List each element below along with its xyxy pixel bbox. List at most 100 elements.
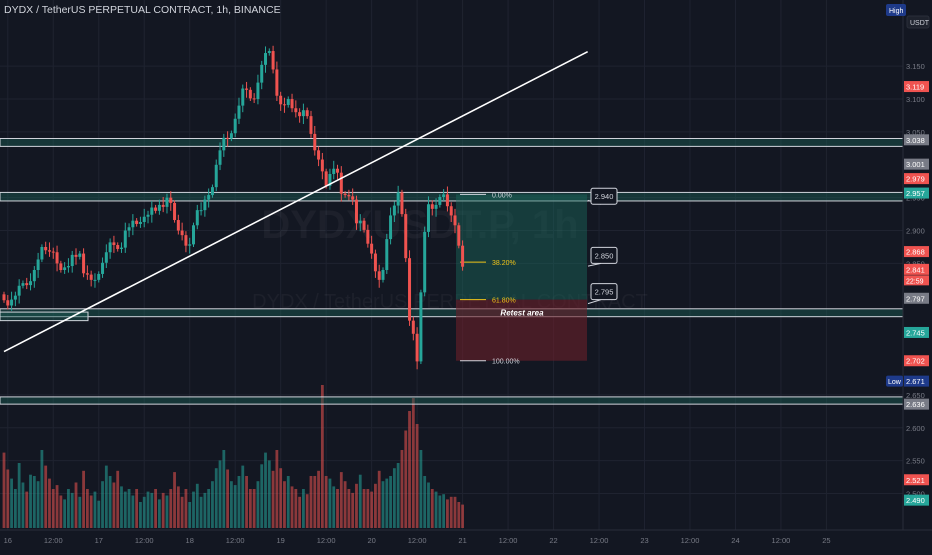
- volume-bar: [271, 470, 275, 528]
- candle-body: [430, 204, 434, 209]
- candle: [320, 152, 324, 180]
- time-tick-label: 21: [458, 536, 466, 545]
- time-axis-bg: [0, 530, 932, 550]
- volume-bar: [427, 482, 430, 528]
- volume-bar: [381, 481, 385, 528]
- volume-bar: [131, 495, 135, 528]
- volume-bar: [112, 482, 116, 528]
- price-label-badge: [904, 187, 929, 199]
- candle: [123, 222, 127, 253]
- candle: [434, 198, 438, 217]
- candle-body: [354, 199, 358, 224]
- candle: [419, 289, 423, 365]
- high-badge-text: High: [889, 8, 904, 15]
- time-tick-label: 12:00: [44, 536, 63, 545]
- candle-body: [210, 187, 214, 196]
- candle: [381, 267, 385, 283]
- volume-bar: [415, 424, 419, 528]
- candle-body: [264, 53, 268, 65]
- price-label-badge: [904, 375, 929, 387]
- volume-bar: [286, 476, 290, 528]
- candle-body: [82, 253, 86, 274]
- candle-body: [93, 279, 97, 281]
- target-callout-box: [590, 187, 618, 205]
- candle-body: [51, 251, 55, 253]
- volume-bar: [400, 450, 404, 528]
- candle-body: [298, 112, 302, 117]
- candle-body: [17, 285, 21, 296]
- volume-bar: [275, 450, 279, 528]
- volume-bar: [396, 463, 400, 528]
- ascending-trendline: [3, 50, 589, 353]
- time-tick-label: 12:00: [317, 536, 336, 545]
- time-tick-label: 23: [640, 536, 648, 545]
- candle-body: [275, 69, 279, 96]
- volume-bar: [302, 489, 305, 528]
- candle: [237, 97, 241, 125]
- volume-bar: [25, 491, 29, 528]
- currency-badge[interactable]: [906, 15, 930, 29]
- candle: [63, 262, 67, 274]
- volume-bar: [59, 495, 63, 528]
- candle: [423, 226, 427, 297]
- volume-bar: [157, 499, 161, 528]
- price-label-badge: [904, 246, 929, 258]
- candle: [256, 74, 260, 105]
- fib-level-label: 38.20%: [492, 260, 516, 267]
- candle-body: [169, 197, 173, 203]
- volume-bar: [419, 450, 423, 528]
- candle-body: [324, 171, 328, 186]
- candle-body: [40, 246, 44, 260]
- volume-bar: [17, 463, 21, 528]
- volume-bar: [377, 470, 381, 528]
- candle-body: [461, 245, 465, 267]
- volume-bar: [120, 486, 123, 528]
- watermark-symbol: DYDXUSDT.P, 1h: [261, 203, 578, 247]
- candle: [135, 218, 139, 227]
- retest-annotation: Retest area: [500, 309, 544, 318]
- callout-pointer: [587, 299, 602, 305]
- candle-body: [453, 215, 457, 226]
- candle: [305, 107, 309, 119]
- volume-bar: [78, 496, 82, 528]
- low-badge: [886, 375, 903, 387]
- volume-bar: [408, 411, 411, 528]
- volume-bar: [203, 492, 207, 528]
- candle-body: [138, 222, 142, 224]
- price-tick-label: 3.150: [906, 62, 925, 71]
- candle-body: [400, 192, 404, 215]
- candle: [354, 195, 358, 230]
- time-tick-label: 12:00: [499, 536, 518, 545]
- volume-bar: [339, 472, 343, 528]
- candle: [108, 238, 112, 259]
- candle-body: [442, 194, 446, 198]
- candle: [301, 103, 305, 125]
- candle: [176, 214, 180, 235]
- candle-body: [445, 194, 449, 207]
- volume-bar: [389, 476, 392, 528]
- candle-body: [328, 174, 332, 186]
- candle-body: [237, 105, 241, 119]
- volume-bar: [237, 476, 241, 528]
- support-resistance-zone: [0, 137, 904, 147]
- candle: [430, 200, 434, 216]
- candle-body: [282, 104, 286, 106]
- candle-body: [214, 164, 218, 188]
- candle: [396, 185, 400, 214]
- candle-body: [396, 192, 400, 206]
- candle-body: [408, 258, 412, 321]
- target-callout-label: 2.850: [595, 251, 614, 260]
- candle: [142, 208, 146, 228]
- candle-body: [320, 159, 324, 172]
- volume-bar: [453, 496, 457, 528]
- volume-bar: [298, 496, 302, 528]
- volume-bar: [366, 489, 370, 528]
- volume-bar: [29, 474, 32, 528]
- volume-bar: [442, 494, 446, 528]
- candle-body: [123, 230, 127, 248]
- price-label-badge: [904, 474, 929, 486]
- candle: [119, 242, 123, 253]
- candle-body: [389, 215, 393, 240]
